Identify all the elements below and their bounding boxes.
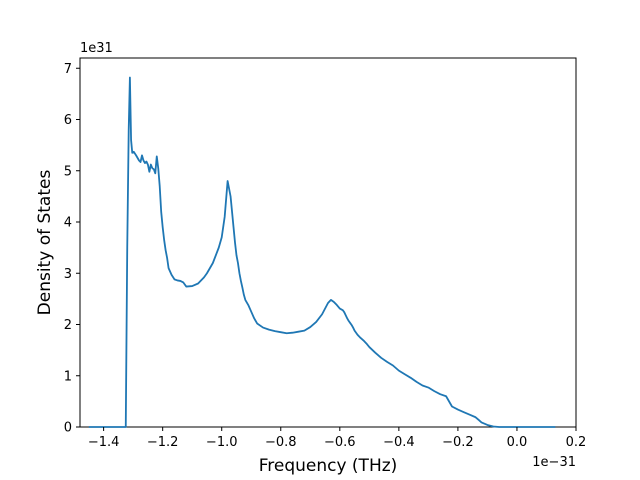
y-tick-label: 6 (64, 113, 72, 128)
plot-area (79, 57, 577, 428)
x-tick-label: 0.2 (566, 435, 587, 450)
y-axis-offset-label: 1e31 (80, 41, 113, 56)
y-tick-label: 5 (64, 164, 72, 179)
y-axis: 0 1 2 3 4 5 6 7 (64, 62, 80, 436)
x-tick-label: −0.4 (383, 435, 415, 450)
x-tick-label: −1.2 (147, 435, 179, 450)
x-axis-title: Frequency (THz) (259, 456, 398, 476)
y-tick-label: 3 (64, 267, 72, 282)
y-axis-title: Density of States (35, 170, 55, 316)
x-tick-label: −1.0 (206, 435, 238, 450)
series-line (88, 76, 556, 428)
x-tick-label: −0.8 (265, 435, 297, 450)
x-axis-offset-label: 1e−31 (532, 455, 576, 470)
x-axis: −1.4 −1.2 −1.0 −0.8 −0.6 −0.4 −0.2 0.0 0.2 (88, 427, 587, 450)
y-tick-label: 4 (64, 216, 72, 231)
x-tick-label: −0.2 (442, 435, 474, 450)
x-tick-label: −1.4 (88, 435, 120, 450)
y-tick-label: 1 (64, 369, 72, 384)
y-tick-label: 0 (64, 421, 72, 436)
y-tick-label: 7 (64, 62, 72, 77)
x-tick-label: −0.6 (324, 435, 356, 450)
plot-frame (79, 57, 577, 428)
x-tick-label: 0.0 (507, 435, 528, 450)
y-tick-label: 2 (64, 318, 72, 333)
